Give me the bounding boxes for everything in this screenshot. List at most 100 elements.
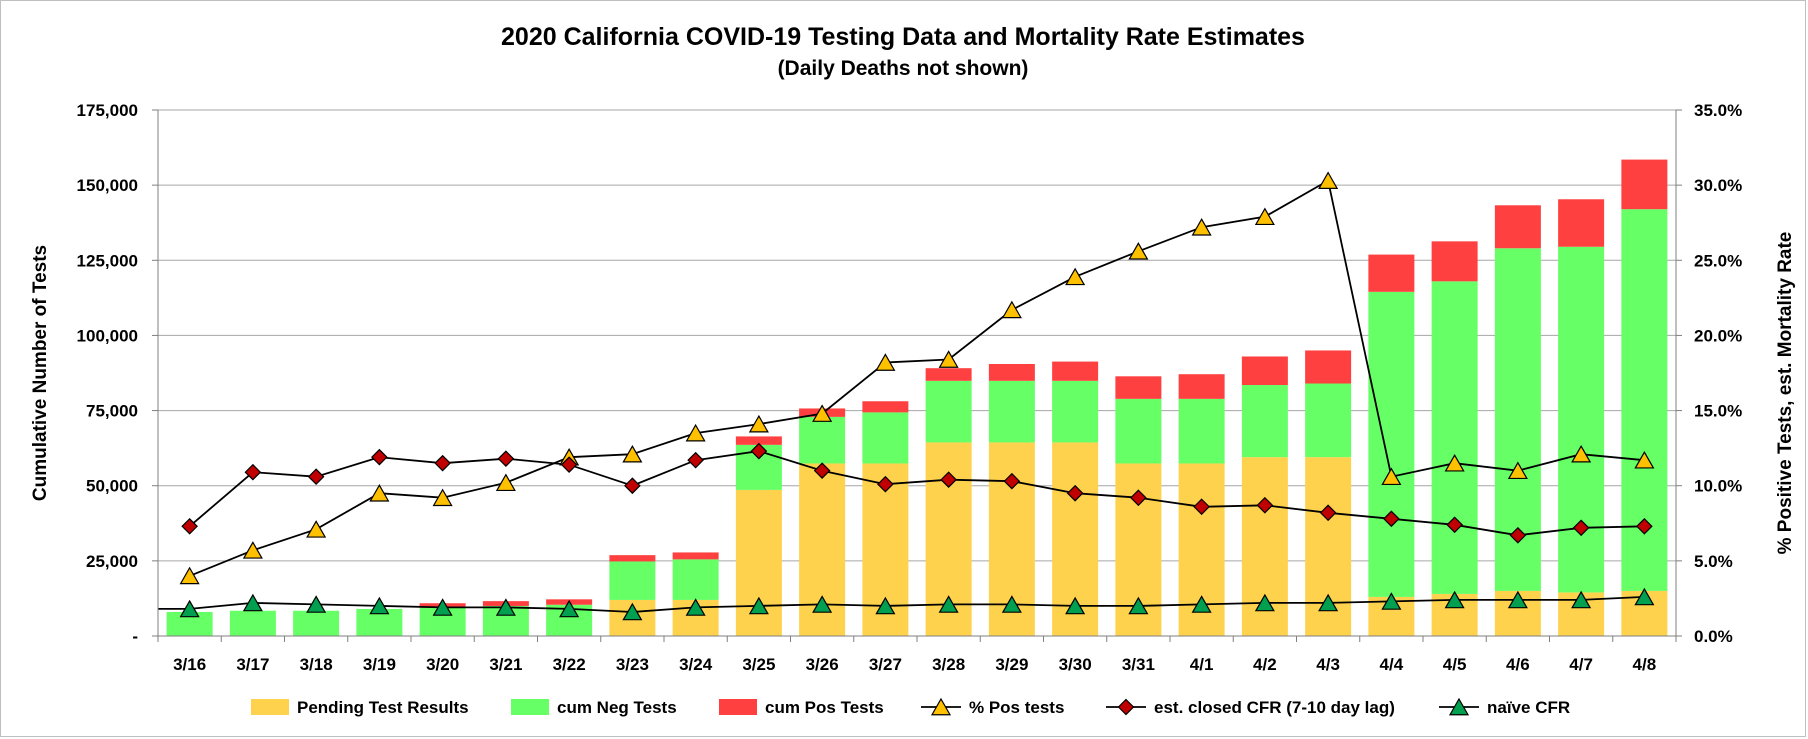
bar-cum-pos-tests (609, 555, 656, 562)
marker-est-closed-cfr-7-10-day-lag (1003, 472, 1021, 490)
x-tick-label: 4/8 (1633, 655, 1657, 674)
marker-est-closed-cfr-7-10-day-lag (434, 454, 451, 472)
bar-cum-pos-tests (988, 363, 1035, 381)
y-tick-label: 175,000 (77, 101, 138, 120)
marker-na-ve-cfr (432, 598, 453, 616)
marker-na-ve-cfr (748, 596, 769, 615)
marker-na-ve-cfr (242, 593, 263, 612)
marker-na-ve-cfr (1065, 596, 1086, 615)
marker-na-ve-cfr (1444, 590, 1465, 609)
marker-na-ve-cfr (812, 595, 833, 613)
y-axis-title: Cumulative Number of Tests (30, 245, 51, 501)
x-tick-label: 3/20 (426, 655, 459, 674)
marker-na-ve-cfr (369, 596, 390, 615)
bar-cum-pos-tests (1241, 356, 1288, 386)
marker-est-closed-cfr-7-10-day-lag (750, 442, 768, 460)
bar-cum-neg-tests (862, 412, 909, 464)
marker-est-closed-cfr-7-10-day-lag (687, 451, 704, 469)
y2-tick-label: 15.0% (1694, 402, 1742, 421)
x-tick-label: 4/1 (1190, 655, 1214, 674)
bar-cum-pos-tests (735, 436, 782, 445)
bar-cum-neg-tests (988, 380, 1035, 443)
marker-est-closed-cfr-7-10-day-lag (1509, 526, 1527, 544)
marker-est-closed-cfr-7-10-day-lag (307, 468, 325, 486)
bar-cum-pos-tests (1558, 199, 1605, 247)
marker-na-ve-cfr (1634, 587, 1655, 606)
marker-est-closed-cfr-7-10-day-lag (1572, 519, 1590, 537)
bar-cum-neg-tests (229, 610, 276, 636)
marker-na-ve-cfr (559, 599, 580, 618)
bar-cum-neg-tests (1558, 246, 1605, 593)
marker-pos-tests (1634, 450, 1655, 469)
legend-marker-na-ve-cfr (1448, 697, 1470, 716)
marker-pos-tests (369, 484, 390, 502)
marker-na-ve-cfr (306, 595, 327, 613)
marker-est-closed-cfr-7-10-day-lag (1066, 484, 1084, 502)
legend-label-cum-pos-tests: cum Pos Tests (765, 698, 884, 717)
y2-axis-title: % Positive Tests, est. Mortality Rate (1775, 232, 1796, 555)
marker-est-closed-cfr-7-10-day-lag (1193, 498, 1210, 516)
bar-cum-neg-tests (1052, 380, 1099, 443)
marker-pos-tests (1128, 242, 1149, 260)
bar-cum-neg-tests (1305, 383, 1352, 458)
marker-pos-tests (1507, 461, 1528, 480)
marker-na-ve-cfr (1507, 590, 1528, 609)
bar-cum-pos-tests (925, 368, 972, 381)
marker-na-ve-cfr (1254, 593, 1275, 612)
line-est-closed-cfr-7-10-day-lag (189, 450, 1645, 537)
marker-est-closed-cfr-7-10-day-lag (371, 448, 388, 466)
y2-tick-label: 30.0% (1694, 176, 1742, 195)
bar-cum-neg-tests (672, 559, 719, 600)
legend-label-pending-test-results: Pending Test Results (297, 698, 469, 717)
marker-est-closed-cfr-7-10-day-lag (181, 517, 198, 535)
legend-label-na-ve-cfr: naïve CFR (1487, 698, 1570, 717)
marker-pos-tests (179, 566, 200, 585)
marker-est-closed-cfr-7-10-day-lag (1130, 489, 1147, 507)
x-tick-label: 4/4 (1380, 655, 1404, 674)
marker-pos-tests (1191, 218, 1212, 236)
marker-pos-tests (242, 541, 263, 559)
y2-tick-label: 10.0% (1694, 477, 1742, 496)
y-tick-label: 50,000 (86, 477, 138, 496)
legend-label-cum-neg-tests: cum Neg Tests (557, 698, 677, 717)
legend-swatch-pending-test-results (251, 699, 289, 715)
y2-tick-label: 5.0% (1694, 552, 1733, 571)
y-tick-label: 100,000 (77, 326, 138, 345)
bar-cum-pos-tests (1368, 254, 1415, 292)
marker-pos-tests (495, 473, 516, 492)
x-tick-label: 3/22 (553, 655, 586, 674)
bar-cum-pos-tests (672, 552, 719, 560)
y-tick-label: - (132, 627, 138, 646)
y2-tick-label: 25.0% (1694, 251, 1742, 270)
bar-cum-neg-tests (609, 561, 656, 600)
marker-pos-tests (622, 444, 643, 463)
x-tick-label: 3/30 (1059, 655, 1092, 674)
y2-tick-label: 20.0% (1694, 326, 1742, 345)
bar-cum-neg-tests (1241, 385, 1288, 458)
marker-est-closed-cfr-7-10-day-lag (1636, 517, 1653, 535)
bar-cum-neg-tests (1368, 291, 1415, 597)
marker-pos-tests (1001, 300, 1022, 319)
y2-tick-label: 35.0% (1694, 101, 1742, 120)
marker-na-ve-cfr (495, 598, 516, 616)
marker-na-ve-cfr (1128, 596, 1149, 615)
x-tick-label: 3/31 (1122, 655, 1155, 674)
marker-est-closed-cfr-7-10-day-lag (877, 475, 894, 493)
marker-pos-tests (306, 520, 327, 538)
bar-cum-neg-tests (1115, 398, 1162, 464)
marker-na-ve-cfr (685, 598, 706, 616)
x-tick-label: 4/3 (1316, 655, 1340, 674)
marker-na-ve-cfr (622, 602, 643, 621)
marker-pos-tests (812, 404, 833, 422)
y-tick-label: 25,000 (86, 552, 138, 571)
legend-swatch-cum-pos-tests (719, 699, 757, 715)
x-tick-label: 3/24 (679, 655, 713, 674)
y2-tick-label: 0.0% (1694, 627, 1733, 646)
marker-na-ve-cfr (179, 599, 200, 618)
bar-cum-pos-tests (1494, 205, 1541, 249)
legend: Pending Test Results cum Neg Tests cum Pos… (251, 697, 1570, 717)
marker-pos-tests (1571, 444, 1592, 463)
bar-cum-neg-tests (925, 380, 972, 443)
marker-est-closed-cfr-7-10-day-lag (813, 462, 831, 480)
